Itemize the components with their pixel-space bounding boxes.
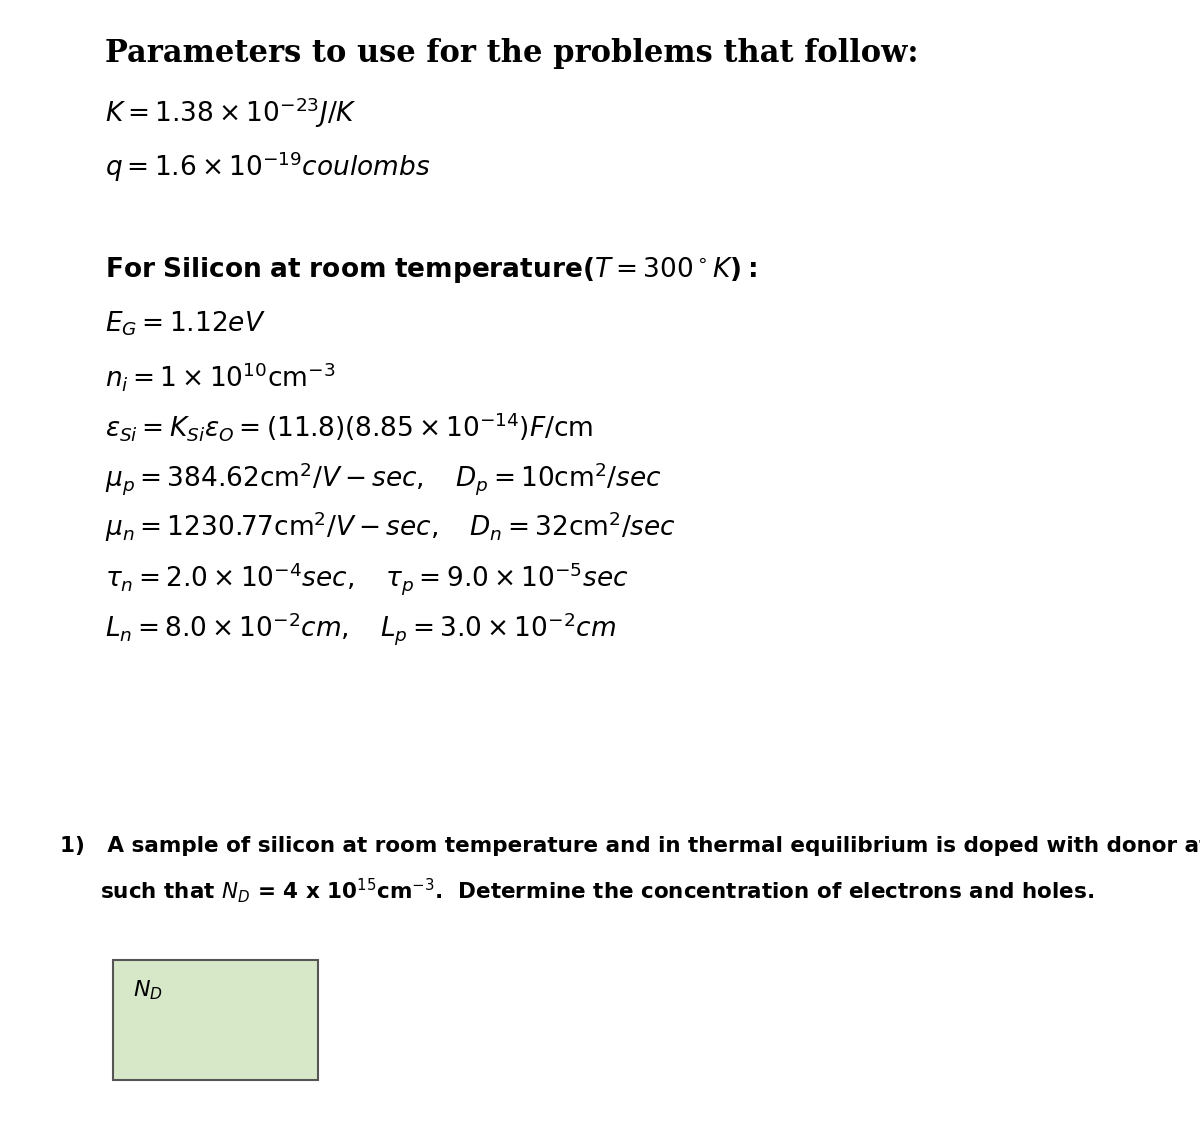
Text: 1)   A sample of silicon at room temperature and in thermal equilibrium is doped: 1) A sample of silicon at room temperatu…	[60, 836, 1200, 856]
Text: such that $N_D$ = 4 x 10$^{15}$cm$^{-3}$.  Determine the concentration of electr: such that $N_D$ = 4 x 10$^{15}$cm$^{-3}$…	[100, 876, 1094, 905]
Text: $n_i = 1 \times 10^{10}\mathrm{cm}^{-3}$: $n_i = 1 \times 10^{10}\mathrm{cm}^{-3}$	[106, 360, 335, 393]
Text: Parameters to use for the problems that follow:: Parameters to use for the problems that …	[106, 37, 919, 69]
FancyBboxPatch shape	[113, 960, 318, 1081]
Text: $E_G = 1.12eV$: $E_G = 1.12eV$	[106, 310, 265, 338]
Text: $\mu_n = 1230.77\mathrm{cm}^2/V - sec, \quad D_n = 32\mathrm{cm}^2/sec$: $\mu_n = 1230.77\mathrm{cm}^2/V - sec, \…	[106, 510, 676, 545]
Text: $q = 1.6 \times 10^{-19}\mathit{coulombs}$: $q = 1.6 \times 10^{-19}\mathit{coulombs…	[106, 150, 431, 185]
Text: $\mathbf{For\ Silicon\ at\ room\ temperature}$$\mathbf{(}T = 300^\circ K\mathbf{: $\mathbf{For\ Silicon\ at\ room\ tempera…	[106, 255, 757, 285]
Text: $\epsilon_{Si} = K_{Si}\epsilon_O = (11.8)(8.85 \times 10^{-14})F/\mathrm{cm}$: $\epsilon_{Si} = K_{Si}\epsilon_O = (11.…	[106, 410, 593, 443]
Text: $K = 1.38 \times 10^{-23}J/K$: $K = 1.38 \times 10^{-23}J/K$	[106, 95, 358, 129]
Text: $L_n = 8.0 \times 10^{-2}cm, \quad L_p = 3.0 \times 10^{-2}cm$: $L_n = 8.0 \times 10^{-2}cm, \quad L_p =…	[106, 609, 616, 647]
Text: $\tau_n = 2.0 \times 10^{-4}sec, \quad \tau_p = 9.0 \times 10^{-5}sec$: $\tau_n = 2.0 \times 10^{-4}sec, \quad \…	[106, 560, 629, 597]
Text: $\mu_p = 384.62\mathrm{cm}^2/V - sec, \quad D_p = 10\mathrm{cm}^2/sec$: $\mu_p = 384.62\mathrm{cm}^2/V - sec, \q…	[106, 460, 662, 497]
Text: $N_D$: $N_D$	[133, 978, 163, 1001]
